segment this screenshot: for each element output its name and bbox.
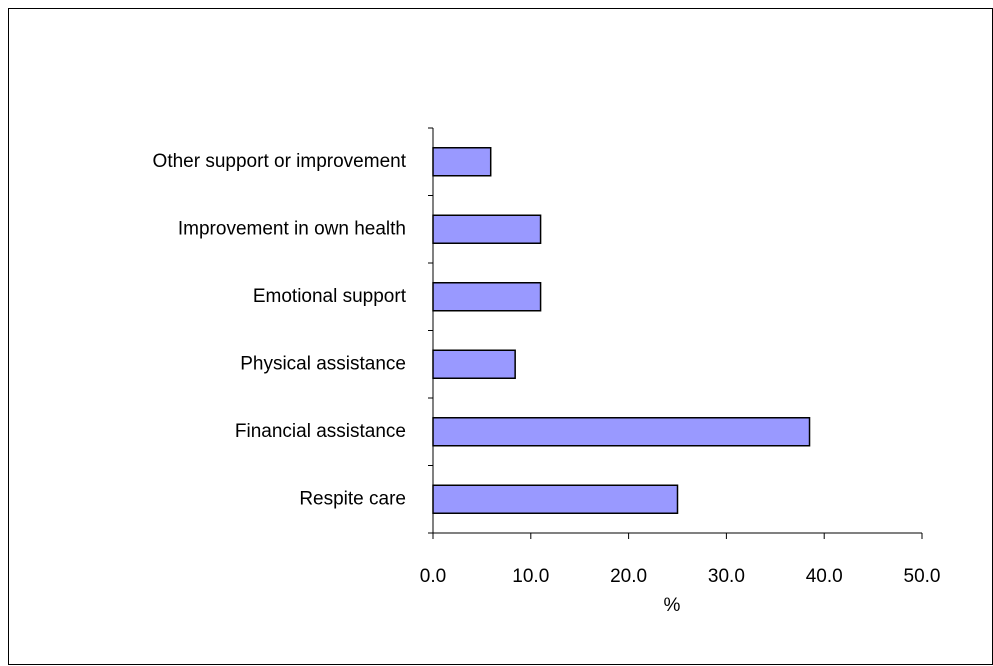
y-tick-label: Financial assistance [235, 421, 406, 442]
x-tick-label: 50.0 [904, 566, 941, 587]
y-tick-label: Emotional support [253, 286, 407, 307]
x-tick-label: 20.0 [610, 566, 647, 587]
x-axis-label: % [664, 595, 681, 616]
x-tick-label: 40.0 [806, 566, 843, 587]
x-tick-label: 0.0 [420, 566, 446, 587]
y-tick-label: Other support or improvement [153, 151, 407, 172]
bar [432, 349, 516, 379]
x-tick-label: 30.0 [708, 566, 745, 587]
bar [432, 282, 542, 312]
bar [432, 147, 492, 177]
y-tick-label: Physical assistance [240, 353, 406, 374]
chart-border [8, 8, 993, 665]
x-tick-label: 10.0 [512, 566, 549, 587]
y-tick-label: Respite care [299, 488, 406, 509]
bar [432, 484, 679, 514]
y-tick-label: Improvement in own health [178, 218, 406, 239]
bar [432, 214, 542, 244]
bar [432, 417, 811, 447]
